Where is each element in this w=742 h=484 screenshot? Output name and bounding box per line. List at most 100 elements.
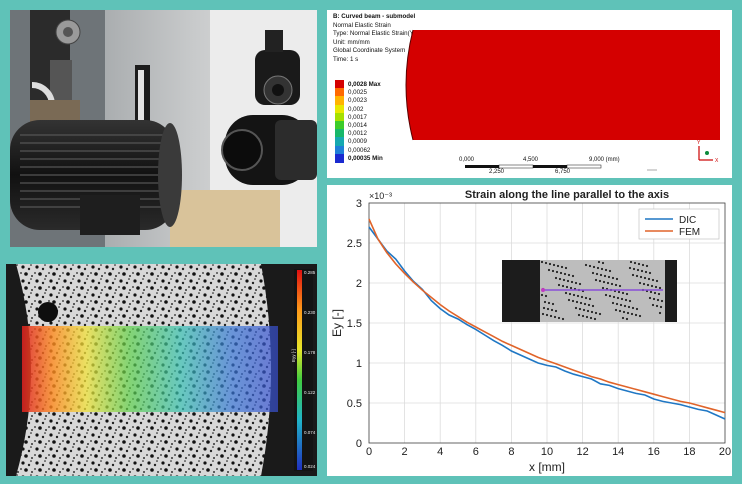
inset-speckle-dot xyxy=(611,276,615,280)
strain-line-chart: 0 2 4 6 8 10 12 14 16 18 20 0 0.5 1 1.5 2 2.5 3 ×10⁻³ Strai… xyxy=(330,189,731,474)
fem-info-line: Unit: mm/mm xyxy=(333,38,370,46)
inset-speckle-dot xyxy=(582,308,586,312)
x-tick-label: 4 xyxy=(437,446,443,458)
inset-speckle-dot xyxy=(641,263,645,267)
inset-speckle-dot xyxy=(615,277,619,281)
inset-speckle-dot xyxy=(615,302,619,306)
y-tick-label: 0.5 xyxy=(347,398,362,410)
inset-speckle-dot xyxy=(555,270,559,274)
inset-speckle-dot xyxy=(581,314,585,318)
scale-label: 6,750 xyxy=(555,169,571,175)
legend-label: 0,0017 xyxy=(348,113,367,121)
inset-speckle-dot xyxy=(598,279,602,283)
inset-speckle-dot xyxy=(638,281,642,285)
inset-speckle-dot xyxy=(567,273,571,277)
inset-speckle-dot xyxy=(551,302,555,306)
inset-speckle-dot xyxy=(611,301,615,305)
inset-speckle-dot xyxy=(591,304,595,308)
x-tick-label: 12 xyxy=(576,446,588,458)
x-tick-label: 2 xyxy=(402,446,408,458)
inset-speckle-dot xyxy=(632,267,636,271)
inset-speckle-dot xyxy=(607,275,611,279)
inset-speckle-dot xyxy=(610,282,614,286)
inset-speckle-dot xyxy=(655,279,659,283)
legend-entry: 0,00035 Min xyxy=(335,153,425,163)
legend-swatch xyxy=(335,80,344,89)
legend-entry: 0,0023 xyxy=(335,96,425,106)
inset-speckle-dot xyxy=(612,295,616,299)
inset-speckle-dot xyxy=(588,264,592,268)
x-tick-label: 10 xyxy=(541,446,553,458)
inset-speckle-dot xyxy=(541,312,545,316)
x-axis-label: x [mm] xyxy=(529,460,565,474)
inset-speckle-dot xyxy=(557,283,561,287)
inset-speckle-dot xyxy=(557,316,561,320)
inset-speckle-dot xyxy=(658,311,662,315)
inset-speckle-dot xyxy=(604,268,608,272)
inset-speckle-dot xyxy=(616,296,620,300)
inset-speckle-dot xyxy=(542,306,546,310)
inset-speckle-dot xyxy=(606,281,610,285)
inset-speckle-dot xyxy=(614,308,618,312)
inset-speckle-dot xyxy=(594,278,598,282)
legend-label: 0,0025 xyxy=(348,89,367,97)
inset-speckle-dot xyxy=(571,274,575,278)
inset-speckle-dot xyxy=(593,317,597,321)
inset-speckle-dot xyxy=(601,286,605,290)
inset-speckle-dot xyxy=(564,291,568,295)
inset-speckle-dot xyxy=(603,274,607,278)
legend-label: 0,00062 xyxy=(348,146,371,154)
inset-speckle-dot xyxy=(648,271,652,275)
inset-speckle-dot xyxy=(647,277,651,281)
inset-speckle-dot xyxy=(543,300,547,304)
legend-entry-label: DIC xyxy=(679,215,696,226)
inset-speckle-dot xyxy=(621,316,625,320)
inset-speckle-dot xyxy=(563,272,567,276)
inset-speckle-dot xyxy=(655,304,659,308)
chart-title: Strain along the line parallel to the ax… xyxy=(465,189,669,201)
inset-speckle-dot xyxy=(626,311,630,315)
fem-contour-plot: Y X xyxy=(405,29,720,171)
colorbar-tick-label: 0.285 xyxy=(304,270,316,275)
inset-speckle-dot xyxy=(604,293,608,297)
fem-info-line: Time: 1 s xyxy=(333,55,359,63)
inset-speckle-dot xyxy=(617,290,621,294)
legend-label: 0,0012 xyxy=(348,130,367,138)
legend-label: 0,002 xyxy=(348,105,364,113)
inset-speckle-dot xyxy=(621,291,625,295)
dic-colorbar xyxy=(297,270,302,470)
legend-entry: 0,00062 xyxy=(335,145,425,155)
inset-speckle-dot xyxy=(580,295,584,299)
legend-label: 0,00035 Min xyxy=(348,154,383,162)
inset-speckle-dot xyxy=(592,265,596,269)
legend-entry: 0,0028 Max xyxy=(335,80,425,89)
inset-speckle-dot xyxy=(553,315,557,319)
inset-speckle-dot xyxy=(548,262,552,266)
y-tick-label: 2.5 xyxy=(347,238,362,250)
inset-speckle-dot xyxy=(551,269,555,273)
inset-speckle-dot xyxy=(614,283,618,287)
inset-speckle-dot xyxy=(642,282,646,286)
svg-text:Y: Y xyxy=(697,140,701,146)
inset-speckle-dot xyxy=(540,293,544,297)
inset-speckle-dot xyxy=(644,270,648,274)
inset-speckle-dot xyxy=(635,307,639,311)
inset-speckle-dot xyxy=(650,284,654,288)
legend-entry: 0,002 xyxy=(335,104,425,114)
y-tick-label: 1 xyxy=(356,358,362,370)
inset-speckle-dot xyxy=(653,291,657,295)
inset-speckle-dot xyxy=(540,260,544,264)
dic-speckle-image xyxy=(6,264,317,476)
inset-speckle-dot xyxy=(550,308,554,312)
inset-speckle-dot xyxy=(648,296,652,300)
inset-speckle-dot xyxy=(646,283,650,287)
legend-entry: 0,0014 xyxy=(335,121,425,130)
inset-speckle-dot xyxy=(584,263,588,267)
inset-speckle-dot xyxy=(596,266,600,270)
legend-swatch xyxy=(335,137,344,147)
inset-speckle-dot xyxy=(578,282,582,286)
svg-text:X: X xyxy=(715,158,719,164)
inset-speckle-dot xyxy=(598,312,602,316)
inset-speckle-dot xyxy=(547,301,551,305)
scale-label: 0,000 xyxy=(459,157,475,163)
